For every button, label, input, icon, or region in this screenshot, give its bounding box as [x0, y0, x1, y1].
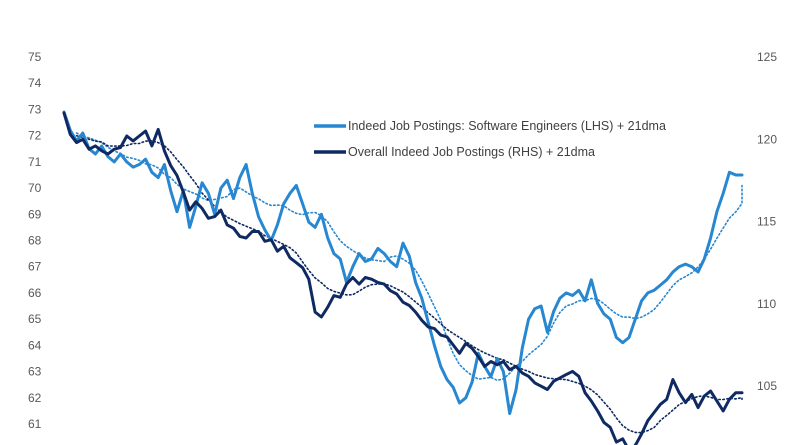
right-tick-label: 125 — [757, 50, 777, 64]
left-tick-label: 67 — [28, 260, 42, 274]
series-21dma-software-engineers — [75, 132, 743, 382]
left-tick-label: 66 — [28, 286, 42, 300]
plot-area — [62, 110, 744, 445]
right-tick-label: 115 — [757, 215, 776, 229]
right-tick-label: 105 — [757, 379, 777, 393]
legend-label-overall-postings: Overall Indeed Job Postings (RHS) + 21dm… — [348, 145, 595, 159]
right-axis: 105 110 115 120 125 — [757, 50, 777, 393]
left-tick-label: 71 — [28, 155, 42, 169]
left-tick-label: 65 — [28, 312, 42, 326]
series-line-overall-postings — [62, 111, 744, 445]
legend: Indeed Job Postings: Software Engineers … — [314, 119, 666, 159]
left-tick-label: 73 — [28, 102, 42, 116]
left-axis: 61 62 63 64 65 66 67 68 69 70 71 72 73 74 75 — [28, 50, 42, 431]
series-21dma-overall-postings — [75, 134, 743, 434]
left-tick-label: 62 — [28, 391, 42, 405]
left-tick-label: 64 — [28, 338, 42, 352]
left-tick-label: 74 — [28, 76, 42, 90]
legend-item-software-engineers[interactable]: Indeed Job Postings: Software Engineers … — [314, 119, 666, 133]
legend-label-software-engineers: Indeed Job Postings: Software Engineers … — [348, 119, 666, 133]
left-tick-label: 68 — [28, 234, 42, 248]
legend-item-overall-postings[interactable]: Overall Indeed Job Postings (RHS) + 21dm… — [314, 145, 595, 159]
left-tick-label: 61 — [28, 417, 42, 431]
left-tick-label: 75 — [28, 50, 42, 64]
left-tick-label: 72 — [28, 129, 42, 143]
left-tick-label: 69 — [28, 207, 42, 221]
left-tick-label: 63 — [28, 365, 42, 379]
series-line-software-engineers — [62, 110, 744, 415]
right-tick-label: 110 — [757, 297, 776, 311]
left-tick-label: 70 — [28, 181, 42, 195]
right-tick-label: 120 — [757, 132, 777, 146]
